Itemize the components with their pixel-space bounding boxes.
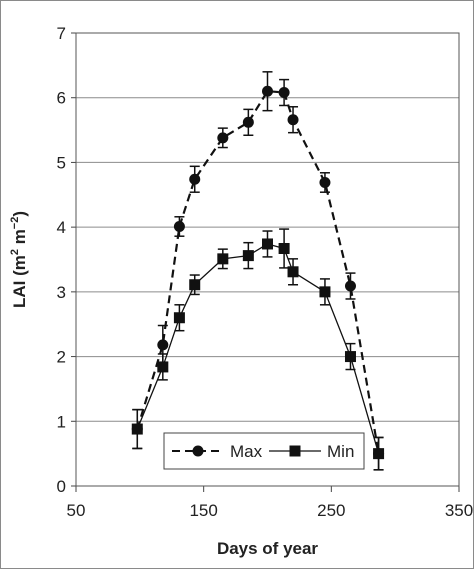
data-point-max bbox=[217, 132, 229, 144]
y-axis-title: LAI (m2 m−2) bbox=[9, 211, 29, 308]
data-point-min bbox=[262, 238, 273, 250]
data-point-min bbox=[344, 351, 356, 363]
data-point-min bbox=[131, 423, 143, 435]
series-layer bbox=[131, 71, 385, 471]
y-tick-label-5: 5 bbox=[57, 153, 66, 172]
data-point-min bbox=[319, 286, 331, 298]
y-tick-label-7: 7 bbox=[57, 24, 66, 43]
data-point-max bbox=[189, 173, 201, 185]
data-point-min bbox=[287, 266, 299, 278]
data-point-max bbox=[173, 220, 185, 232]
y-tick-label-4: 4 bbox=[57, 218, 66, 237]
x-tick-label-50: 50 bbox=[67, 501, 86, 520]
data-point-max bbox=[344, 280, 356, 292]
data-point-min bbox=[373, 448, 385, 460]
x-tick-label-150: 150 bbox=[189, 501, 217, 520]
data-point-min bbox=[189, 279, 201, 291]
series-max bbox=[131, 71, 385, 471]
tick-labels: 0 1 2 3 4 5 6 7 50 150 250 350 bbox=[57, 24, 474, 520]
y-tick-label-0: 0 bbox=[57, 477, 66, 496]
y-axis-title-mid: m bbox=[10, 229, 29, 249]
data-point-max bbox=[262, 85, 273, 97]
legend-min-marker bbox=[289, 445, 301, 457]
data-point-max bbox=[278, 87, 290, 99]
data-point-min bbox=[242, 250, 254, 262]
series-line-max bbox=[136, 90, 380, 454]
y-axis-title-sup2: −2 bbox=[9, 217, 21, 230]
data-point-max bbox=[287, 114, 299, 126]
data-point-max bbox=[242, 116, 254, 128]
y-axis-title-prefix: LAI (m bbox=[10, 255, 29, 308]
legend-max-label: Max bbox=[230, 442, 263, 461]
series-line-min bbox=[136, 243, 380, 454]
x-axis-title: Days of year bbox=[217, 539, 318, 558]
data-point-min bbox=[173, 312, 185, 324]
x-tick-label-350: 350 bbox=[445, 501, 473, 520]
y-tick-label-3: 3 bbox=[57, 283, 66, 302]
legend-min-label: Min bbox=[327, 442, 354, 461]
axes bbox=[71, 32, 460, 492]
plot-area-border bbox=[75, 32, 460, 487]
series-min bbox=[131, 228, 385, 471]
y-axis-title-sup1: 2 bbox=[9, 249, 21, 255]
x-tick-label-250: 250 bbox=[317, 501, 345, 520]
y-axis-title-suffix: ) bbox=[10, 211, 29, 217]
y-tick-label-6: 6 bbox=[57, 89, 66, 108]
data-point-min bbox=[278, 242, 290, 254]
data-point-max bbox=[319, 176, 331, 188]
data-point-min bbox=[157, 361, 169, 373]
data-point-min bbox=[217, 253, 229, 265]
y-tick-label-1: 1 bbox=[57, 412, 66, 431]
y-tick-label-2: 2 bbox=[57, 348, 66, 367]
data-point-max bbox=[157, 339, 169, 351]
legend-max-marker bbox=[192, 445, 204, 457]
legend: Max Min bbox=[163, 432, 365, 470]
